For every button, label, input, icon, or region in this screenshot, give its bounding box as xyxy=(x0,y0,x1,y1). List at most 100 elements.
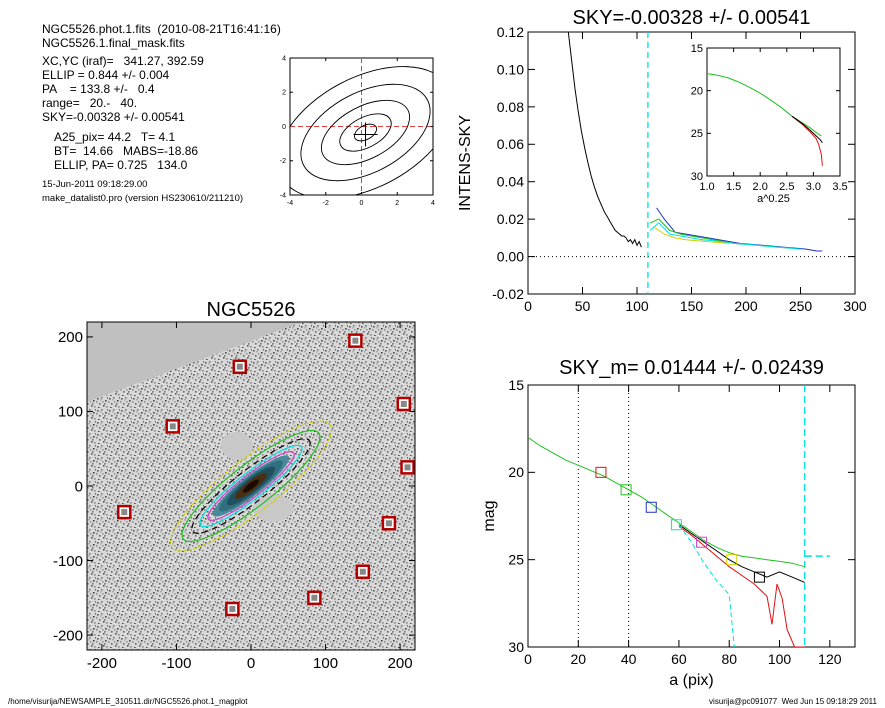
mag-marker xyxy=(753,571,765,583)
y-tick-label: -200 xyxy=(53,627,83,644)
mag-xlabel: a (pix) xyxy=(669,672,713,689)
mag-marker xyxy=(696,536,708,548)
sky-series-line xyxy=(656,207,823,252)
isophote-ellipse xyxy=(199,444,303,528)
masked-star-core xyxy=(229,606,236,612)
galaxy-image xyxy=(87,322,415,650)
x-tick-label: 1.5 xyxy=(726,181,741,193)
contour-line xyxy=(353,123,378,142)
y-tick-label: 0.10 xyxy=(497,61,524,77)
y-tick-label: 25 xyxy=(691,128,703,140)
masked-star-core xyxy=(169,423,176,430)
masked-star-core xyxy=(236,363,243,370)
mag-marker xyxy=(620,484,632,496)
sky-series-line xyxy=(649,218,790,249)
x-tick-label: 1.0 xyxy=(699,181,714,193)
mag-marker xyxy=(595,466,607,478)
x-tick-label: 0 xyxy=(524,651,532,667)
masked-star-core xyxy=(400,401,407,407)
y-tick-label: 0 xyxy=(282,124,286,131)
masked-star-core xyxy=(311,594,318,601)
info-mask: NGC5526.1.final_mask.fits xyxy=(42,36,185,50)
y-tick-label: 100 xyxy=(58,404,83,421)
inset-series-line xyxy=(791,115,823,144)
x-tick-label: -100 xyxy=(161,655,191,672)
info-a25: A25_pix= 44.2 T= 4.1 xyxy=(54,130,176,144)
y-tick-label: -0.02 xyxy=(492,286,524,302)
info-sky: SKY=-0.00328 +/- 0.00541 xyxy=(42,110,185,124)
masked-star-core xyxy=(359,568,366,575)
y-tick-label: 25 xyxy=(508,552,524,568)
x-tick-label: 20 xyxy=(571,651,587,667)
y-tick-label: 30 xyxy=(508,639,524,655)
y-tick-label: 15 xyxy=(691,43,703,55)
x-tick-label: 60 xyxy=(671,651,687,667)
x-tick-label: 120 xyxy=(818,651,842,667)
masked-corner xyxy=(87,322,302,402)
info-program: make_datalist0.pro (version HS230610/211… xyxy=(42,193,244,204)
mag-marker xyxy=(726,554,738,566)
x-tick-label: 40 xyxy=(621,651,637,667)
isophote-ellipse xyxy=(169,420,333,552)
isophote-ellipse xyxy=(207,451,295,521)
y-tick-label: 0.00 xyxy=(497,248,524,264)
sky-series-line xyxy=(567,31,642,248)
x-tick-label: 2.5 xyxy=(779,181,794,193)
contour-line xyxy=(339,113,392,152)
sky-ylabel: INTENS-SKY xyxy=(457,115,474,211)
galaxy-body xyxy=(242,479,260,493)
y-tick-label: 4 xyxy=(282,55,286,62)
sky-series-line xyxy=(649,222,801,250)
y-tick-label: 0 xyxy=(75,478,83,495)
mask-blob xyxy=(253,494,293,522)
x-tick-label: -2 xyxy=(323,200,329,207)
image-title: NGC5526 xyxy=(207,299,296,321)
x-tick-label: 0 xyxy=(524,298,532,314)
footer-path: /home/visurija/NEWSAMPLE_310511.dir/NGC5… xyxy=(8,697,248,706)
x-tick-label: 250 xyxy=(789,298,813,314)
x-tick-label: 100 xyxy=(313,655,338,672)
x-tick-label: 50 xyxy=(575,298,591,314)
mask-blob xyxy=(221,432,253,460)
footer-stamp: visurija@pc091077 Wed Jun 15 09:18:29 20… xyxy=(709,697,877,706)
masked-star-core xyxy=(404,464,411,471)
info-center: XC,YC (iraf)= 341.27, 392.59 xyxy=(42,54,204,68)
mag-series-line xyxy=(528,436,805,568)
y-tick-label: 0.04 xyxy=(497,174,524,190)
mag-frame xyxy=(527,384,856,648)
y-tick-label: 20 xyxy=(508,464,524,480)
y-tick-label: 200 xyxy=(58,329,83,346)
x-tick-label: 0 xyxy=(247,655,255,672)
isophote-ellipse xyxy=(191,438,311,534)
y-tick-label: 30 xyxy=(691,171,703,183)
mag-series-line xyxy=(678,524,735,647)
mag-marker xyxy=(645,501,657,513)
y-tick-label: 0.06 xyxy=(497,136,524,152)
mag-ylabel: mag xyxy=(481,500,498,531)
y-tick-label: 0.02 xyxy=(497,211,524,227)
x-tick-label: 3.5 xyxy=(832,181,847,193)
masked-star-core xyxy=(121,509,128,516)
mag-title: SKY_m= 0.01444 +/- 0.02439 xyxy=(559,357,824,379)
info-ellip-pa: ELLIP, PA= 0.725 134.0 xyxy=(54,158,188,172)
masked-star-core xyxy=(385,520,392,527)
y-tick-label: 0.08 xyxy=(497,99,524,115)
x-tick-label: 300 xyxy=(843,298,867,314)
x-tick-label: 100 xyxy=(625,298,649,314)
mag-marker xyxy=(670,519,682,531)
sky-series-line xyxy=(653,226,730,244)
contour-line xyxy=(300,83,431,182)
mag-series-line xyxy=(678,524,805,583)
info-date: 15-Jun-2011 09:18:29.00 xyxy=(42,179,148,190)
x-tick-label: 3.0 xyxy=(806,181,821,193)
x-tick-label: 80 xyxy=(721,651,737,667)
inset-series-line xyxy=(706,73,822,137)
x-tick-label: 0 xyxy=(360,200,364,207)
info-ellip: ELLIP = 0.844 +/- 0.004 xyxy=(42,68,170,82)
mag-series-line xyxy=(678,526,805,647)
contour-line xyxy=(290,66,433,195)
isophote-ellipse xyxy=(181,429,321,543)
contour-lines xyxy=(290,66,433,195)
y-tick-label: -4 xyxy=(280,192,286,199)
